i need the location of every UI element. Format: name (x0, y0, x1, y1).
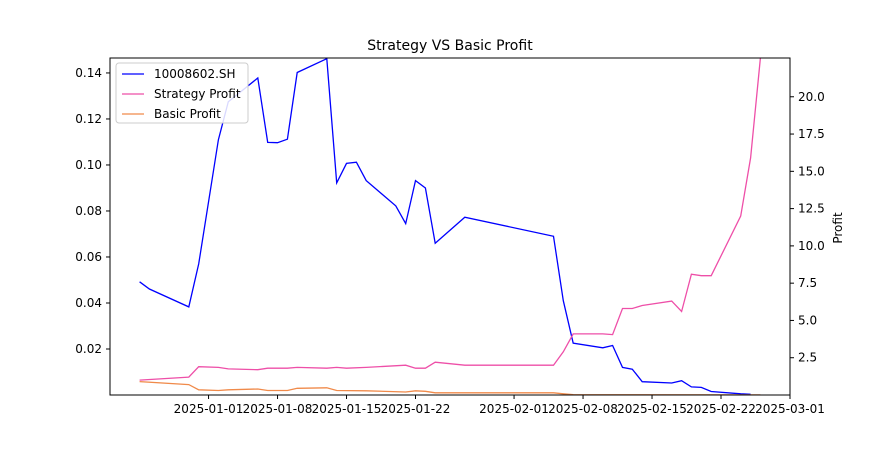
x-tick-label: 2025-02-01 (479, 402, 549, 416)
y-left-tick-label: 0.08 (75, 204, 102, 218)
y-right-tick-label: 2.5 (798, 351, 817, 365)
y-left-tick-label: 0.12 (75, 112, 102, 126)
legend-box (115, 62, 249, 124)
x-tick-label: 2025-01-01 (174, 402, 244, 416)
y-right-tick-label: 7.5 (798, 276, 817, 290)
y-left-tick-label: 0.06 (75, 250, 102, 264)
plot-frame (109, 57, 791, 396)
y-left-tick-label: 0.14 (75, 66, 102, 80)
legend-label: Basic Profit (154, 107, 221, 121)
x-tick-label: 2025-01-15 (312, 402, 382, 416)
series-line-1 (139, 58, 762, 381)
axes: 2025-01-01 2025-01-08 2025-01-15 2025-01-22… (75, 57, 825, 416)
series-line-2 (139, 380, 761, 395)
x-tick-label: 2025-02-08 (548, 402, 618, 416)
chart-title: Strategy VS Basic Profit (367, 38, 533, 54)
y-left-tick-label: 0.10 (75, 158, 102, 172)
y-right-tick-label: 20.0 (798, 90, 825, 104)
series-line-0 (139, 58, 751, 395)
y-left-tick-label: 0.04 (75, 296, 102, 310)
y-right-tick-label: 15.0 (798, 164, 825, 178)
x-tick-label: 2025-03-01 (755, 402, 825, 416)
y-right-tick-label: 5.0 (798, 313, 817, 327)
x-tick-label: 2025-02-22 (686, 402, 756, 416)
plot-lines (139, 58, 762, 395)
right-axis-label: Profit (831, 212, 845, 244)
legend: 10008602.SH Strategy Profit Basic Profit (115, 62, 249, 124)
y-right-tick-label: 10.0 (798, 239, 825, 253)
x-tick-label: 2025-02-15 (617, 402, 687, 416)
x-tick-label: 2025-01-22 (381, 402, 451, 416)
x-tick-label: 2025-01-08 (243, 402, 313, 416)
legend-label: 10008602.SH (154, 67, 236, 81)
y-right-tick-label: 17.5 (798, 127, 825, 141)
legend-label: Strategy Profit (154, 87, 241, 101)
y-right-tick-label: 12.5 (798, 202, 825, 216)
y-left-tick-label: 0.02 (75, 342, 102, 356)
